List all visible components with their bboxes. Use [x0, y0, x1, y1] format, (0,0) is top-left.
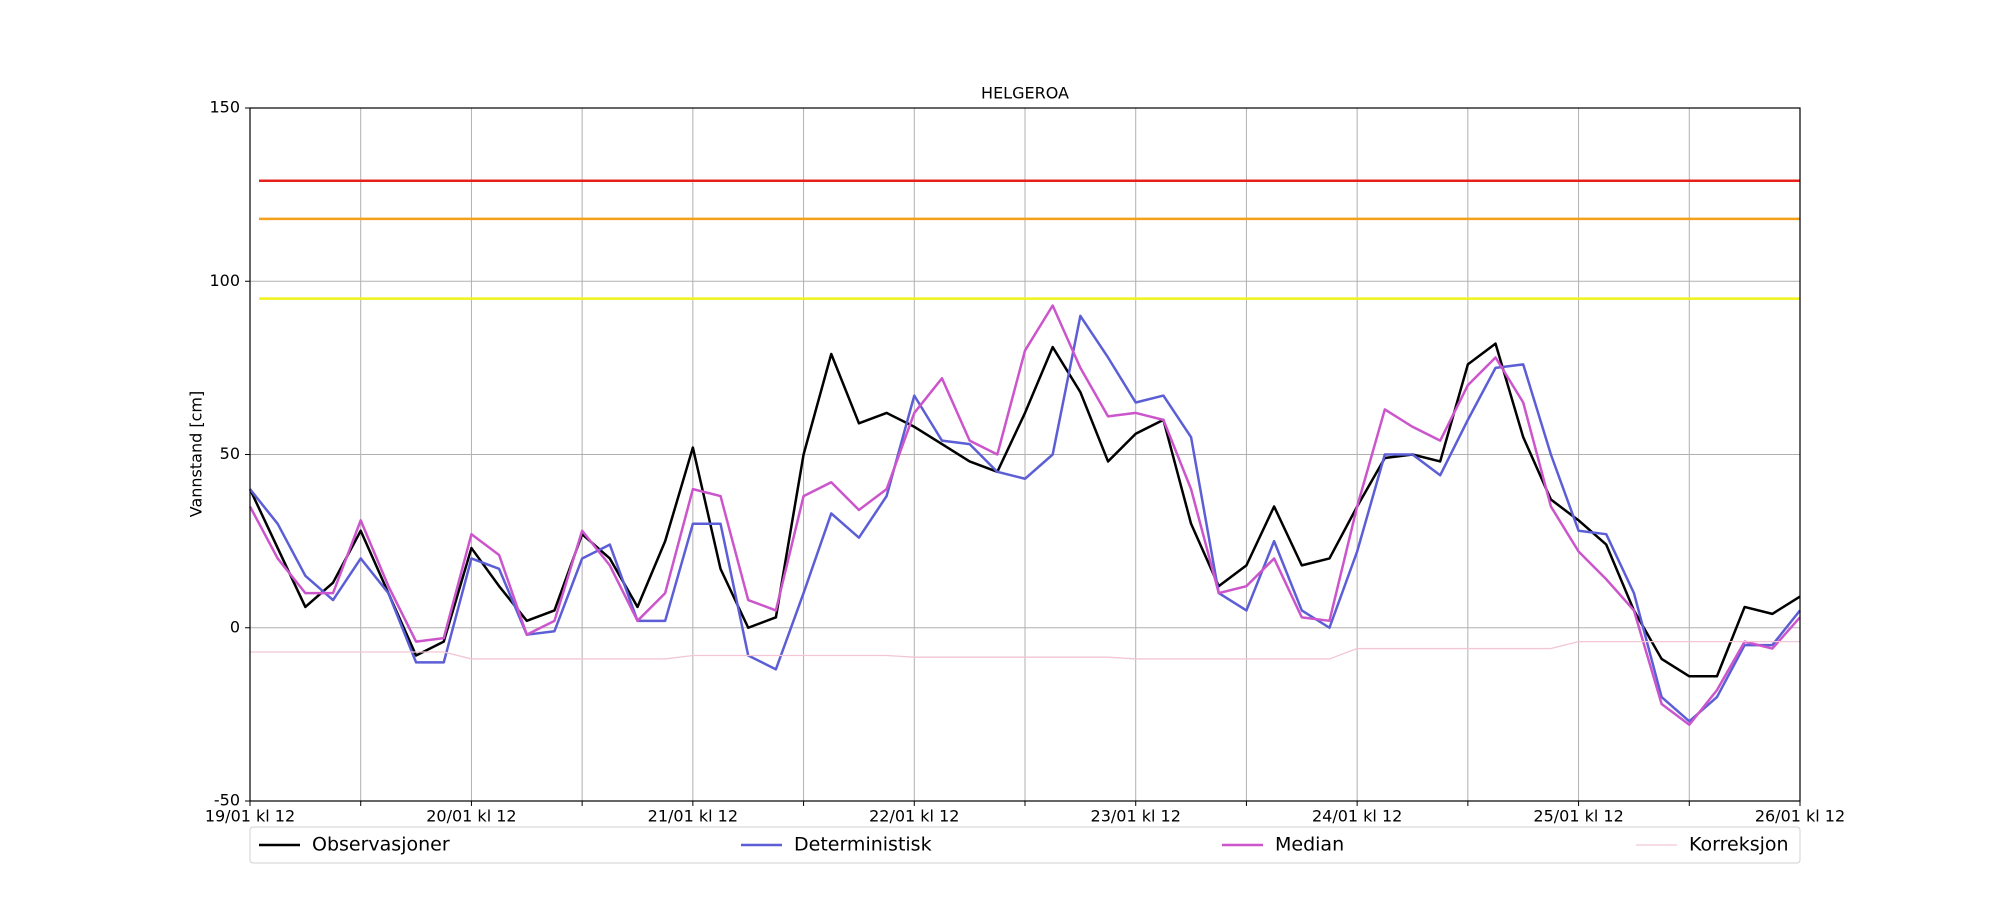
legend-label: Korreksjon	[1689, 834, 1789, 856]
series-line	[248, 304, 1801, 727]
x-tick-label: 20/01 kl 12	[426, 807, 516, 826]
series-line	[248, 342, 1801, 678]
y-tick-label: -50	[214, 791, 240, 810]
x-tick-label: 22/01 kl 12	[869, 807, 959, 826]
series-line	[250, 640, 1800, 660]
x-tick-label: 26/01 kl 12	[1755, 807, 1845, 826]
y-tick-label: 50	[220, 444, 240, 463]
legend-label: Median	[1275, 834, 1344, 856]
legend-box	[249, 826, 1801, 864]
plot-frame	[249, 107, 1801, 802]
x-tick-label: 23/01 kl 12	[1091, 807, 1181, 826]
x-tick-label: 25/01 kl 12	[1533, 807, 1623, 826]
chart-title: HELGEROA	[981, 84, 1069, 103]
y-tick-label: 0	[230, 617, 240, 636]
y-tick-label: 150	[209, 98, 240, 117]
x-tick-label: 24/01 kl 12	[1312, 807, 1402, 826]
x-tick-label: 21/01 kl 12	[648, 807, 738, 826]
x-tick-label: 19/01 kl 12	[205, 807, 295, 826]
y-axis-label: Vannstand [cm]	[187, 391, 206, 517]
legend-label: Observasjoner	[312, 834, 450, 856]
series-line	[249, 314, 1801, 723]
y-tick-label: 100	[209, 271, 240, 290]
legend-label: Deterministisk	[794, 834, 932, 856]
